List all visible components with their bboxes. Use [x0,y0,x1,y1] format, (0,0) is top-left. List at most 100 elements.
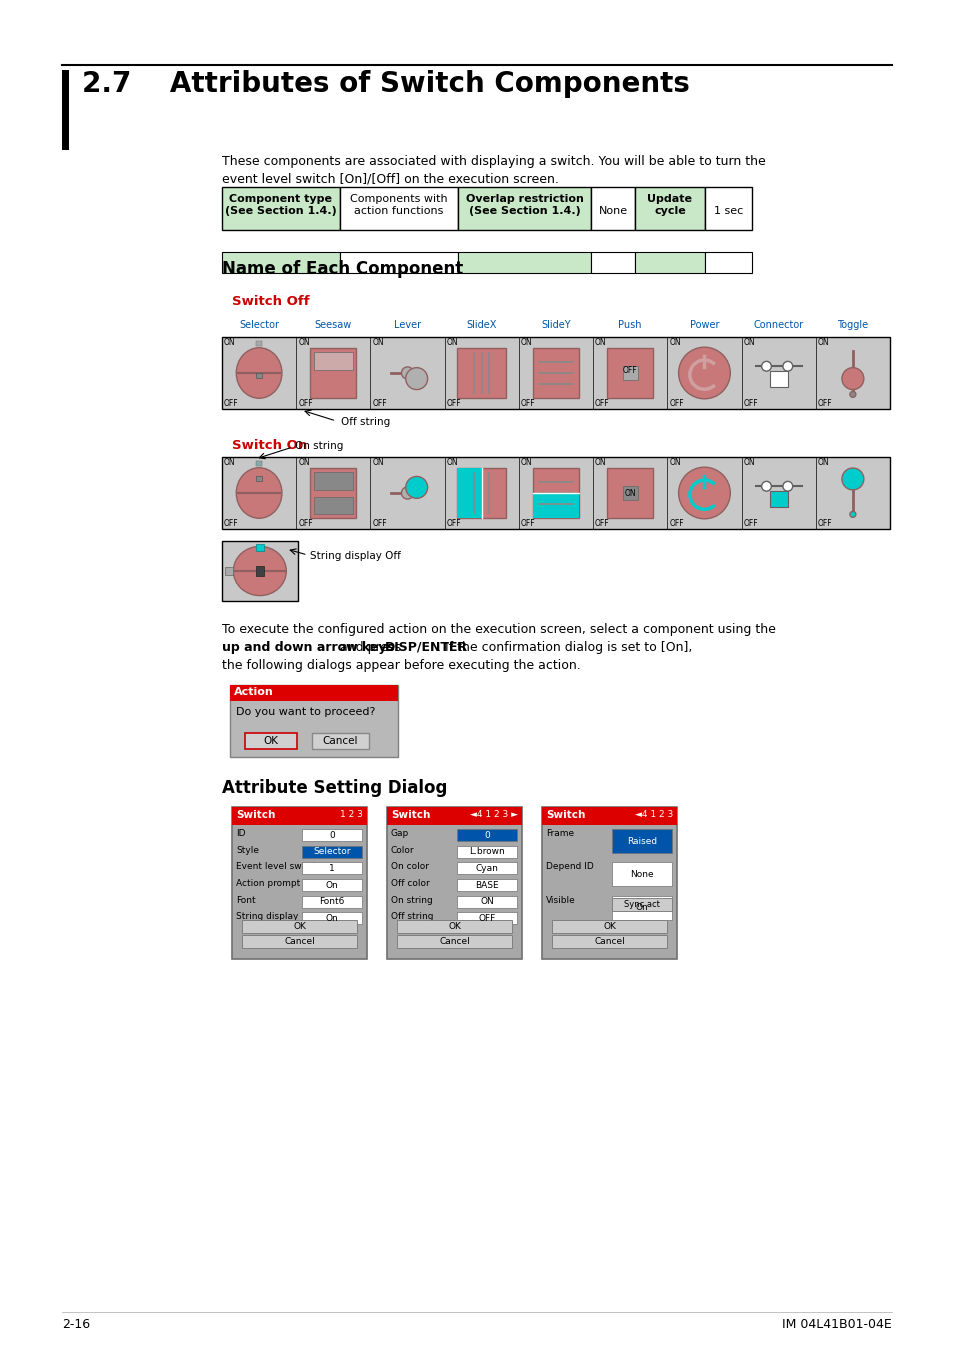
Bar [232,807,367,825]
Text: BASE: BASE [475,880,498,890]
Text: event level switch [On]/[Off] on the execution screen.: event level switch [On]/[Off] on the exe… [222,171,558,185]
Text: OFF: OFF [446,400,461,408]
Bar [225,567,233,575]
Bar [396,936,512,948]
Circle shape [401,367,414,379]
Circle shape [782,362,792,371]
Bar [232,807,367,958]
Text: Selector: Selector [313,848,351,856]
Text: (See Section 1.4.): (See Section 1.4.) [468,207,579,216]
Bar [302,829,361,841]
Text: Lever: Lever [394,320,420,329]
Ellipse shape [678,347,730,398]
Bar [302,879,361,891]
Bar [222,188,339,230]
Text: 1 2 3: 1 2 3 [340,810,363,819]
Bar [533,348,578,398]
Text: OFF: OFF [669,518,683,528]
Text: To execute the configured action on the execution screen, select a component usi: To execute the configured action on the … [222,622,775,636]
Text: 1 sec: 1 sec [713,205,742,216]
Bar [769,371,787,387]
Text: ON: ON [479,898,494,906]
Text: ON: ON [595,338,606,347]
Bar [635,188,704,230]
Ellipse shape [233,547,286,595]
Ellipse shape [236,467,282,518]
Bar [245,733,296,749]
Text: Cyan: Cyan [475,864,497,873]
Bar [704,252,751,273]
Bar [456,863,517,875]
Text: Switch: Switch [391,810,430,819]
Text: ON: ON [372,458,384,467]
Text: OK: OK [602,922,616,931]
Bar [255,566,264,576]
Text: cycle: cycle [654,207,685,216]
Text: String display Off: String display Off [310,551,400,562]
Bar [312,733,369,749]
Text: Cancel: Cancel [594,937,624,946]
Bar [314,352,353,370]
Text: ON: ON [624,489,636,498]
Text: Selector: Selector [239,320,279,329]
Text: Cancel: Cancel [322,736,358,747]
Text: OK: OK [448,922,460,931]
Bar [541,807,677,958]
Circle shape [760,482,771,491]
Text: On: On [635,903,648,913]
Text: Frame: Frame [545,829,574,838]
Text: ON: ON [298,458,310,467]
Bar [622,366,637,379]
Text: Overlap restriction: Overlap restriction [465,194,583,204]
Text: OFF: OFF [817,400,832,408]
Circle shape [841,367,862,390]
Text: Color: Color [391,845,415,855]
Text: Event level switch: Event level switch [235,863,318,871]
Bar [230,684,397,701]
Text: OFF: OFF [372,400,387,408]
Ellipse shape [678,467,730,518]
Text: OFF: OFF [446,518,461,528]
Text: 0: 0 [329,830,335,840]
Bar [606,348,653,398]
Bar [456,467,506,518]
Circle shape [760,362,771,371]
Text: Depend ID: Depend ID [545,863,593,871]
Bar [456,913,517,925]
Circle shape [401,487,414,500]
Text: Off color: Off color [391,879,429,888]
Text: . If the confirmation dialog is set to [On],: . If the confirmation dialog is set to [… [436,641,692,653]
Bar [456,845,517,857]
Text: OFF: OFF [817,518,832,528]
Bar [612,829,671,853]
Text: None: None [598,205,627,216]
Bar [387,807,521,958]
Bar [230,684,397,757]
Circle shape [782,482,792,491]
Text: ON: ON [595,458,606,467]
Text: ◄4 1 2 3 ►: ◄4 1 2 3 ► [470,810,517,819]
Bar [302,895,361,907]
Bar [456,829,517,841]
Bar [242,936,356,948]
Text: (See Section 1.4.): (See Section 1.4.) [225,207,336,216]
Bar [242,919,356,933]
Text: ON: ON [817,338,828,347]
Text: Switch: Switch [235,810,275,819]
Bar [456,348,506,398]
Text: Toggle: Toggle [837,320,867,329]
Text: Switch Off: Switch Off [232,296,310,308]
Text: Switch On: Switch On [232,439,307,452]
Bar [457,252,590,273]
Bar [533,493,578,518]
Bar [222,541,297,601]
Bar [612,898,671,911]
Text: ON: ON [742,338,755,347]
Bar [457,188,590,230]
Text: OFF: OFF [742,400,758,408]
Text: ON: ON [669,338,680,347]
Text: ◄4 1 2 3: ◄4 1 2 3 [634,810,672,819]
Text: OFF: OFF [520,400,535,408]
Text: OFF: OFF [224,400,238,408]
Text: Components with: Components with [350,194,447,204]
